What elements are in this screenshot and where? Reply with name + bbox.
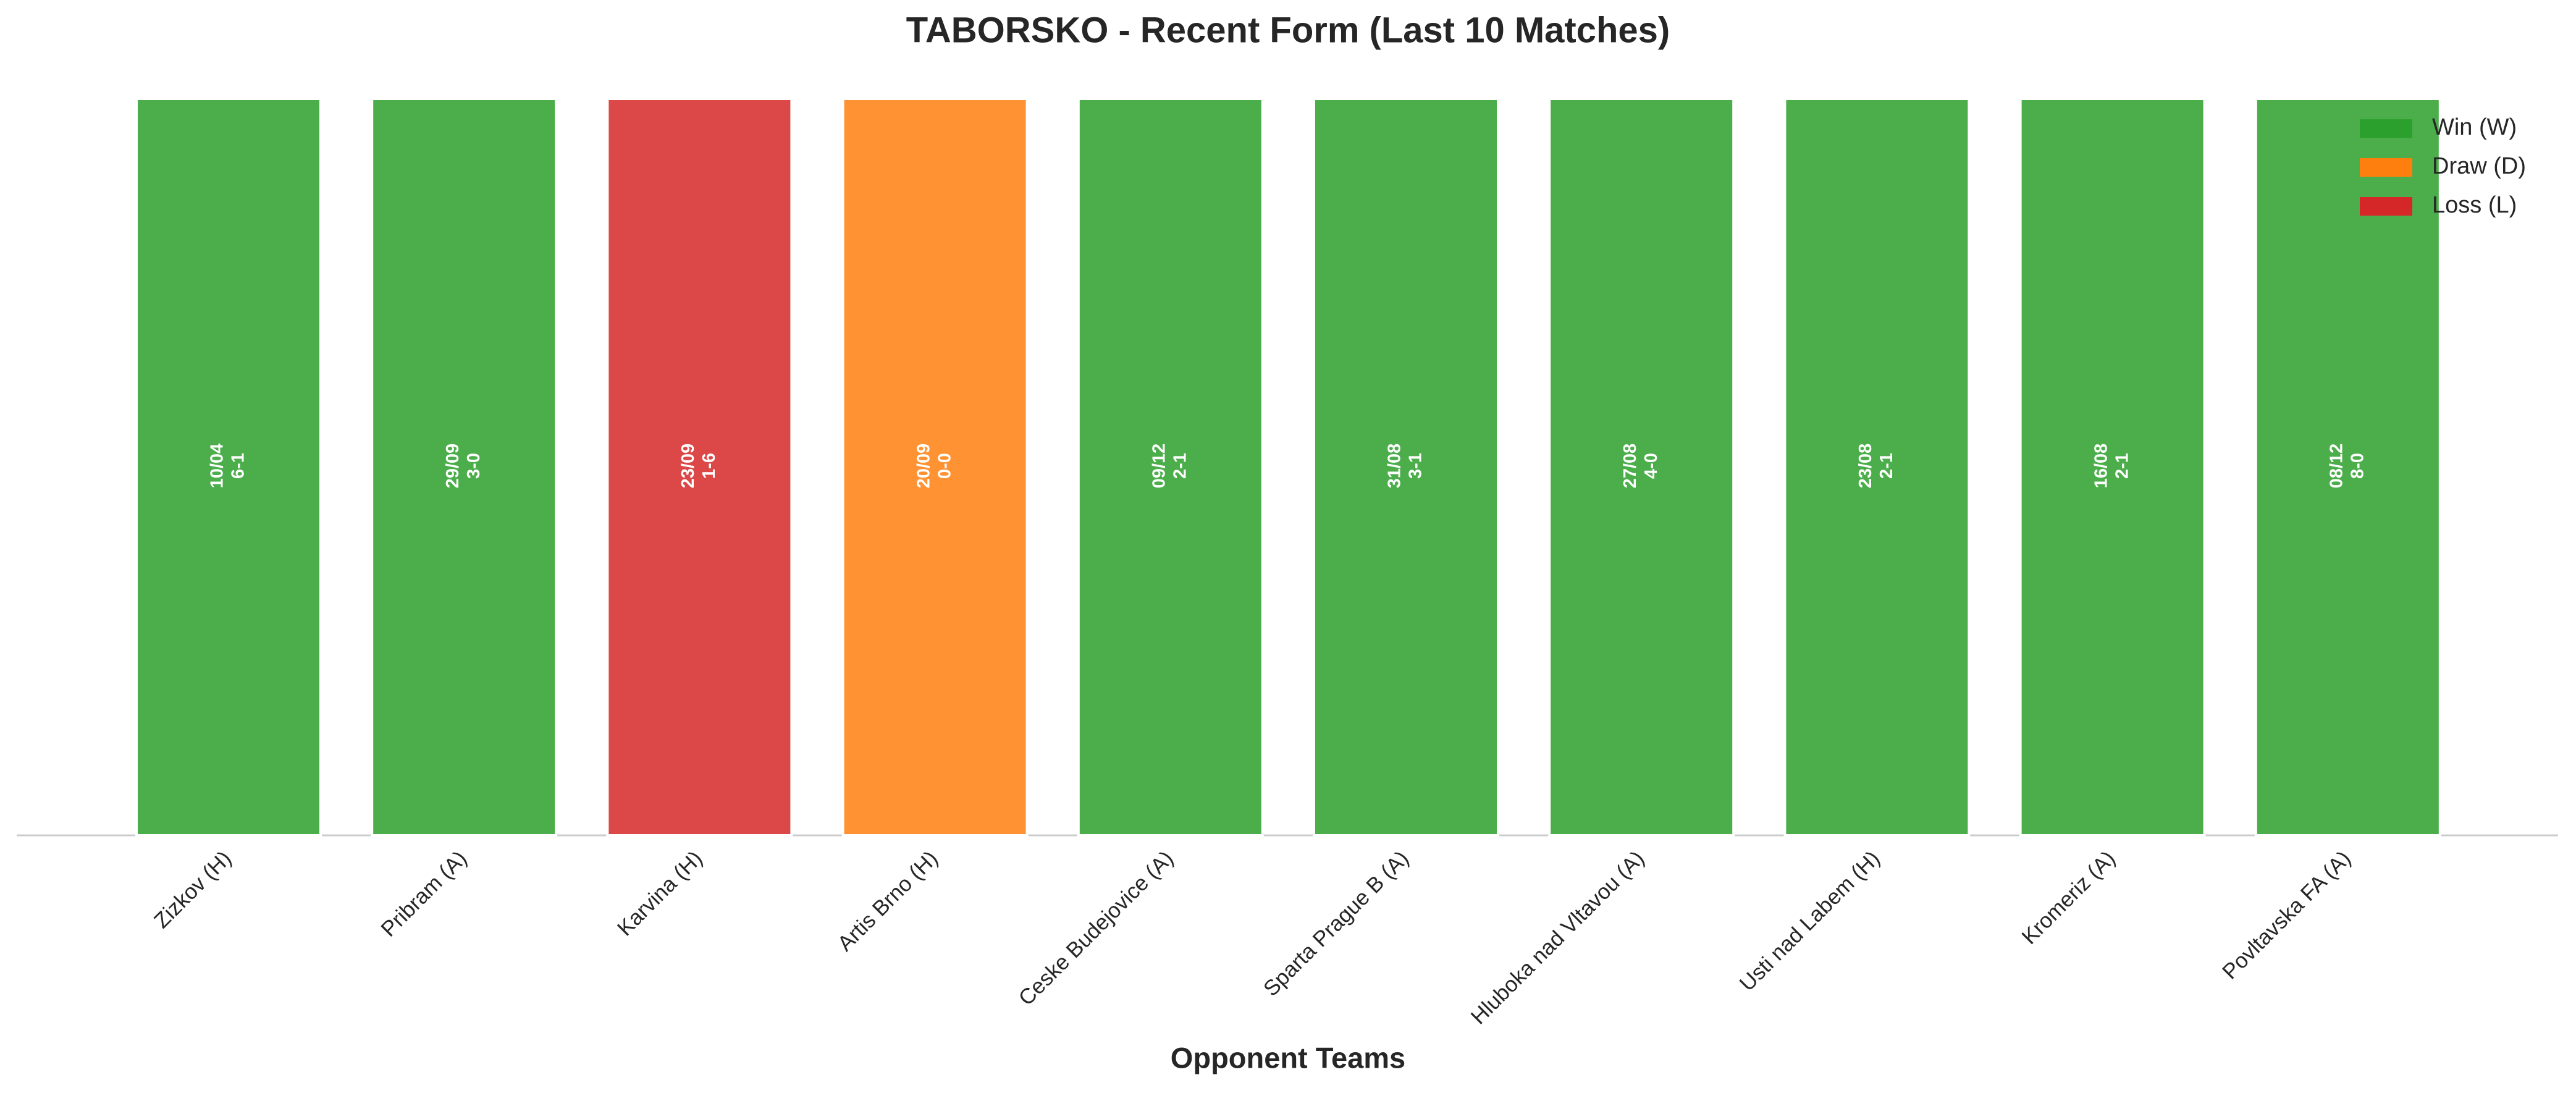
bar — [2254, 98, 2441, 837]
legend-label: Draw (D) — [2432, 153, 2526, 179]
bar — [1783, 98, 1971, 837]
match-score: 2-1 — [1877, 453, 1896, 479]
bar-label: 23/08 2-1 — [1856, 444, 1896, 489]
chart-title: TABORSKO - Recent Form (Last 10 Matches) — [906, 10, 1670, 50]
x-axis-label: Opponent Teams — [1171, 1041, 1405, 1074]
bar-label: 16/08 2-1 — [2091, 444, 2132, 489]
match-score: 6-1 — [229, 453, 248, 479]
bar-label: 20/09 0-0 — [914, 444, 954, 489]
match-date: 20/09 — [914, 444, 933, 489]
bar-label: 10/04 6-1 — [208, 444, 248, 489]
match-date: 10/04 — [208, 444, 227, 489]
bar — [1548, 98, 1735, 837]
match-score: 2-1 — [1170, 453, 1190, 479]
legend-label: Win (W) — [2432, 114, 2517, 140]
match-date: 09/12 — [1149, 444, 1169, 489]
match-score: 0-0 — [935, 453, 954, 479]
match-score: 2-1 — [2112, 453, 2132, 479]
legend-swatch — [2360, 197, 2412, 216]
legend-label: Loss (L) — [2432, 192, 2517, 218]
bar — [1077, 98, 1264, 837]
bar-label: 23/09 1-6 — [678, 444, 719, 489]
match-score: 1-6 — [699, 453, 719, 479]
bar — [606, 98, 793, 837]
bar-label: 09/12 2-1 — [1149, 444, 1190, 489]
bar-label: 31/08 3-1 — [1385, 444, 1426, 489]
match-date: 23/09 — [678, 444, 698, 489]
legend-swatch — [2360, 158, 2412, 177]
match-date: 16/08 — [2091, 444, 2111, 489]
match-score: 3-1 — [1406, 453, 1426, 479]
match-score: 8-0 — [2347, 453, 2367, 479]
match-date: 27/08 — [1620, 444, 1640, 489]
bar — [841, 98, 1029, 837]
match-date: 08/12 — [2326, 444, 2346, 489]
bar-label: 29/09 3-0 — [443, 444, 484, 489]
bar-label: 08/12 8-0 — [2326, 444, 2367, 489]
bar — [371, 98, 558, 837]
match-score: 3-0 — [464, 453, 484, 479]
match-date: 29/09 — [443, 444, 463, 489]
bar-label: 27/08 4-0 — [1620, 444, 1661, 489]
legend-swatch — [2360, 119, 2412, 138]
bar — [1313, 98, 1499, 837]
bar — [135, 98, 322, 837]
match-date: 31/08 — [1385, 444, 1405, 489]
match-date: 23/08 — [1856, 444, 1875, 489]
bar — [2019, 98, 2206, 837]
match-score: 4-0 — [1641, 453, 1661, 479]
